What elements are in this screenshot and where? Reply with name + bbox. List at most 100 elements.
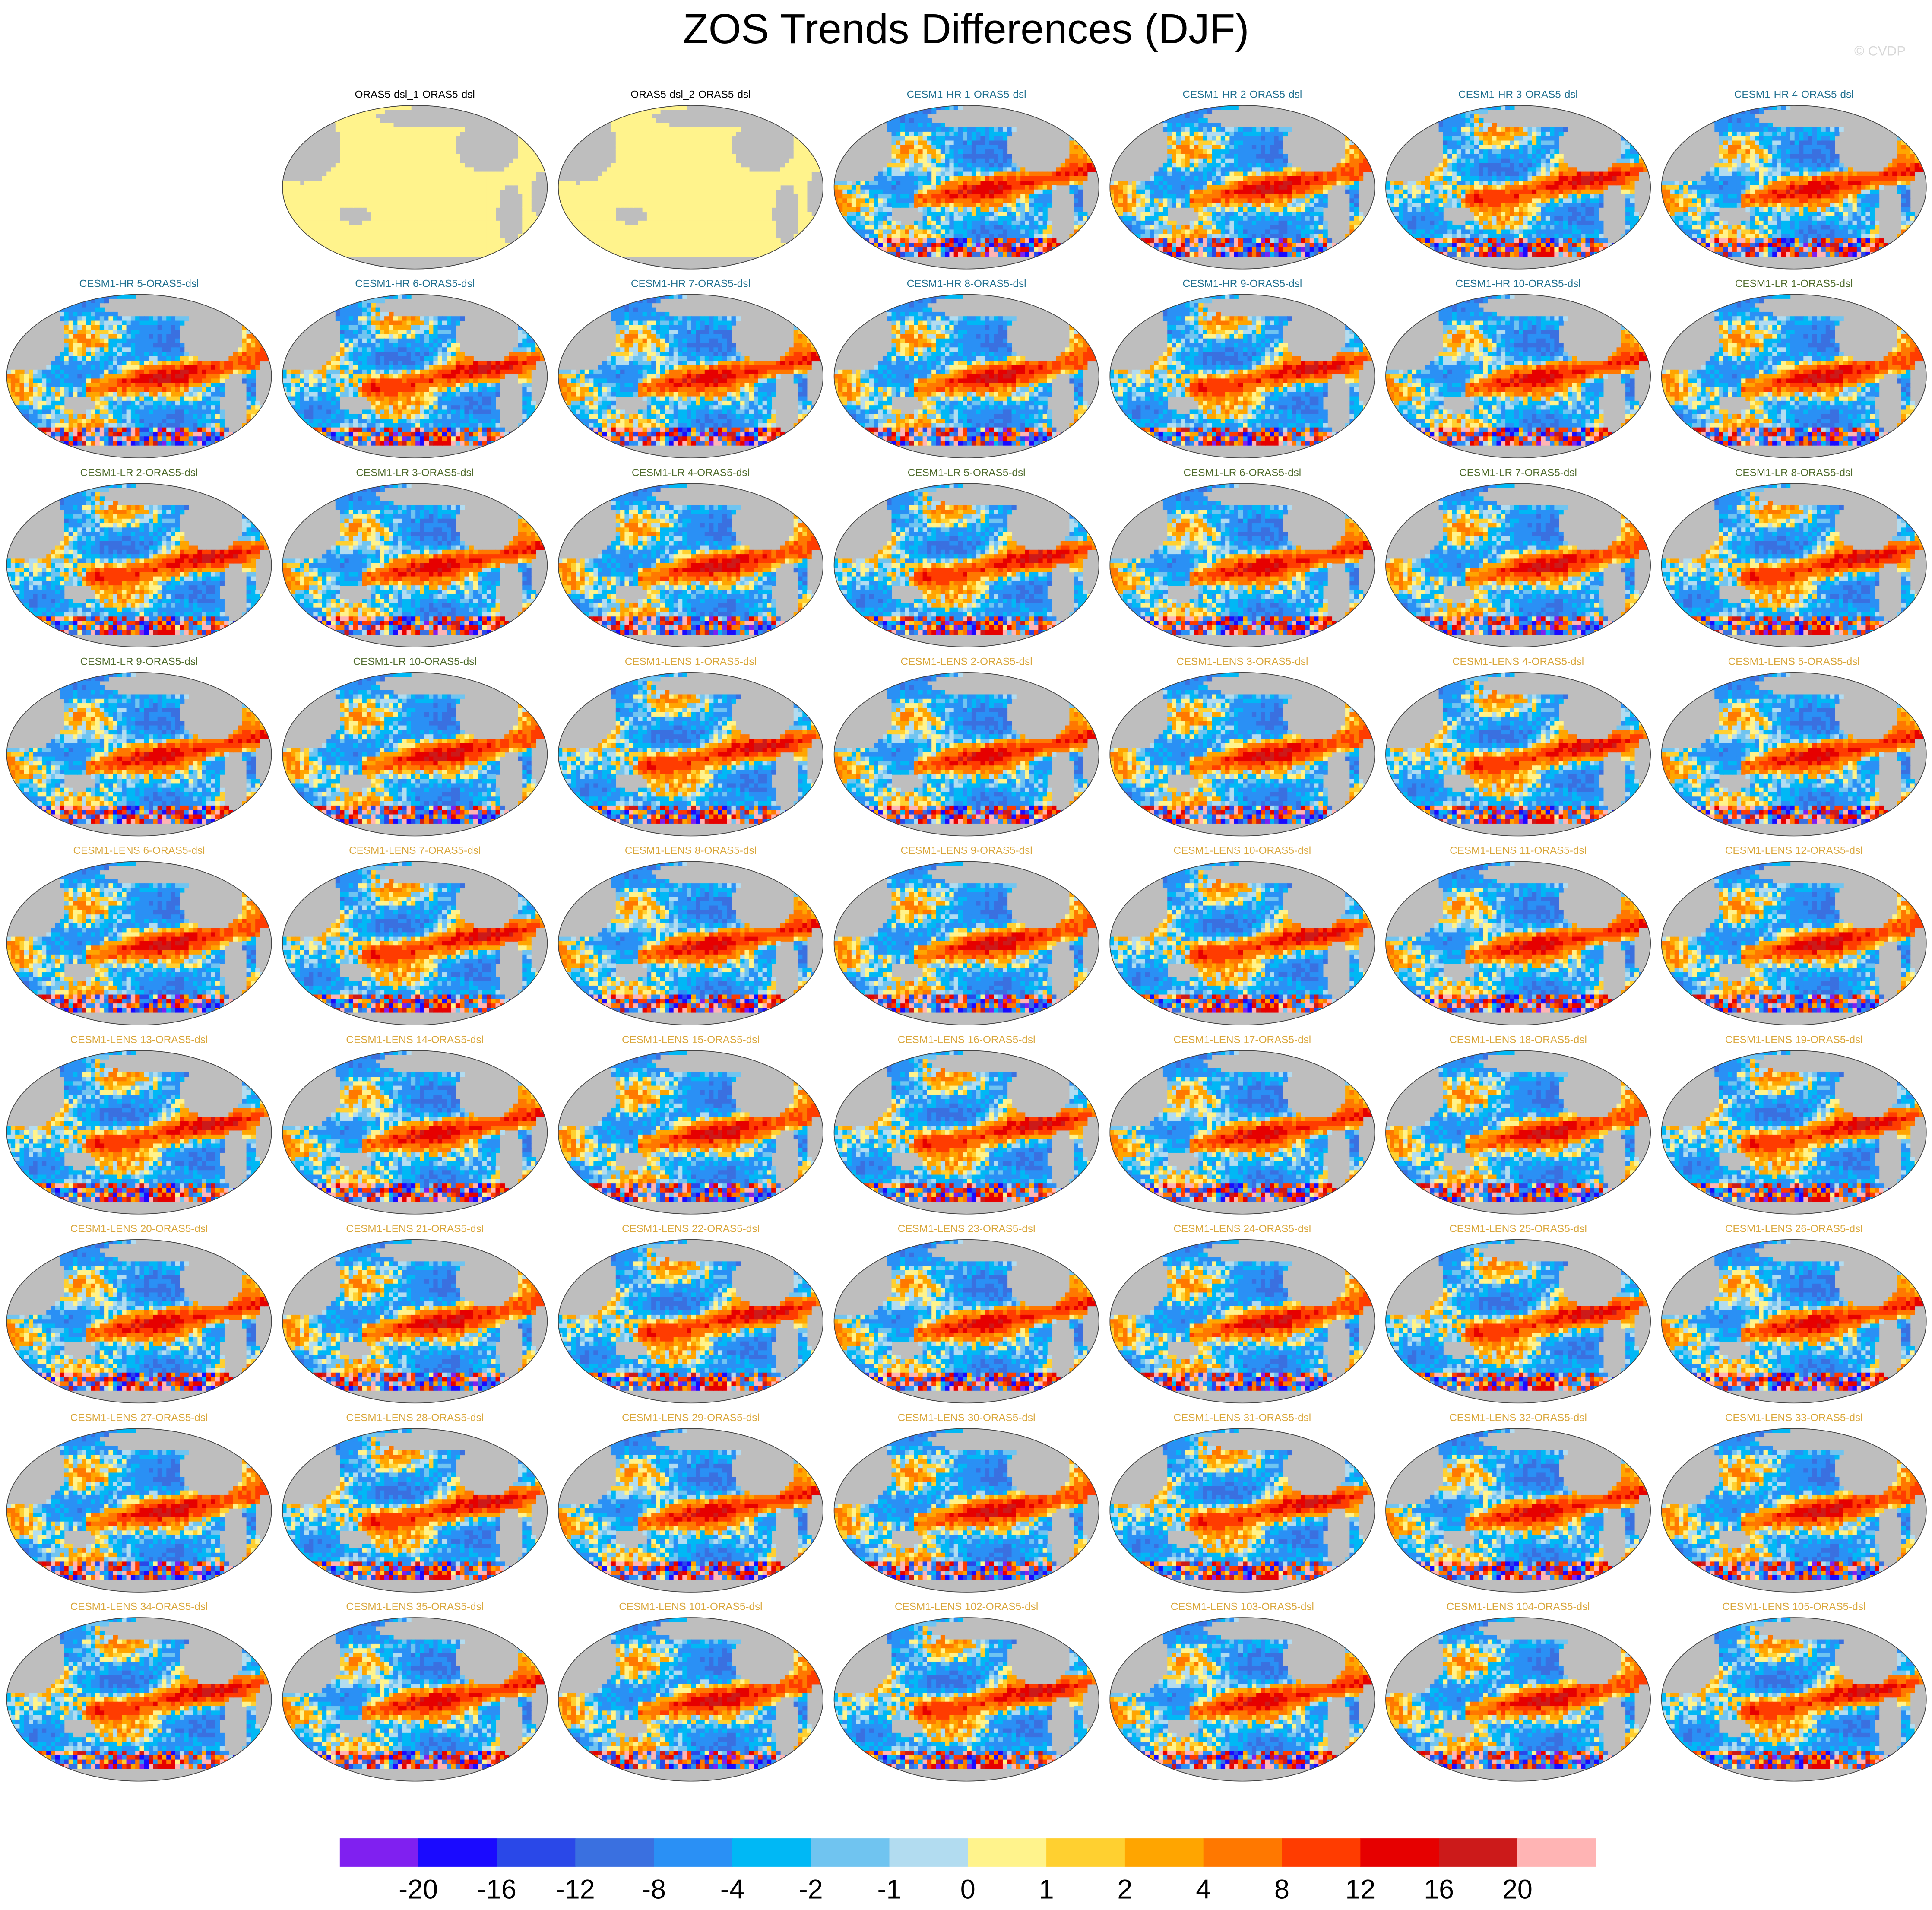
map [282,1050,549,1214]
map [1385,105,1653,269]
map-panel: CESM1-LR 1-ORAS5-dsl [1661,278,1929,458]
colorbar-label: -2 [799,1875,823,1905]
panel-title: CESM1-LENS 26-ORAS5-dsl [1725,1223,1863,1234]
map [834,672,1101,836]
panel-title: CESM1-LENS 18-ORAS5-dsl [1449,1034,1587,1046]
map-panel: CESM1-LR 3-ORAS5-dsl [282,467,549,647]
map [1109,1617,1377,1781]
panel-title: CESM1-LR 2-ORAS5-dsl [80,467,198,479]
panel-title: CESM1-LENS 20-ORAS5-dsl [70,1223,208,1234]
map-panel: CESM1-LENS 27-ORAS5-dsl [6,1412,274,1593]
colorbar-swatch [1046,1838,1125,1867]
map [1385,294,1653,458]
map [1109,672,1377,836]
map [558,1239,825,1403]
panel-title: ORAS5-dsl_2-ORAS5-dsl [630,89,751,101]
panel-title: CESM1-LENS 101-ORAS5-dsl [619,1601,762,1613]
map-panel: CESM1-LENS 12-ORAS5-dsl [1661,845,1929,1025]
map-panel: CESM1-LR 10-ORAS5-dsl [282,656,549,837]
map [1385,861,1653,1025]
colorbar-swatch [339,1838,419,1867]
map-panel: CESM1-HR 1-ORAS5-dsl [834,89,1101,270]
map-panel: CESM1-LENS 11-ORAS5-dsl [1385,845,1653,1025]
colorbar-label: 8 [1274,1875,1289,1905]
panel-title: CESM1-LENS 25-ORAS5-dsl [1449,1223,1587,1234]
colorbar-label: 4 [1196,1875,1211,1905]
panel-title: CESM1-HR 2-ORAS5-dsl [1182,89,1302,101]
map-panel: CESM1-LR 5-ORAS5-dsl [834,467,1101,647]
map [1661,1428,1929,1592]
panel-title: CESM1-LENS 102-ORAS5-dsl [895,1601,1038,1613]
map [6,1428,274,1592]
panel-title: CESM1-LENS 5-ORAS5-dsl [1728,656,1860,668]
map [6,1239,274,1403]
map-panel: CESM1-LENS 20-ORAS5-dsl [6,1223,274,1403]
panel-title: CESM1-LENS 13-ORAS5-dsl [70,1034,208,1046]
colorbar-swatch [1282,1838,1361,1867]
colorbar-swatch [1517,1838,1596,1867]
map-panel: ORAS5-dsl_2-ORAS5-dsl [558,89,825,270]
map-panel: CESM1-LENS 102-ORAS5-dsl [834,1601,1101,1782]
map [1385,1239,1653,1403]
map [834,105,1101,269]
panel-title: CESM1-LR 1-ORAS5-dsl [1735,278,1853,289]
map [834,1239,1101,1403]
colorbar-swatch [811,1838,890,1867]
map [1109,483,1377,647]
colorbar-swatch [1360,1838,1439,1867]
panel-title: CESM1-HR 4-ORAS5-dsl [1734,89,1854,101]
map-panel: CESM1-LENS 25-ORAS5-dsl [1385,1223,1653,1403]
panel-title: CESM1-LENS 4-ORAS5-dsl [1452,656,1584,668]
map-panel: CESM1-LENS 33-ORAS5-dsl [1661,1412,1929,1593]
colorbar-label: -1 [877,1875,902,1905]
map [1661,672,1929,836]
map-panel: CESM1-LENS 29-ORAS5-dsl [558,1412,825,1593]
colorbar-label: -8 [642,1875,666,1905]
map [834,1050,1101,1214]
panel-title: CESM1-LENS 24-ORAS5-dsl [1174,1223,1311,1234]
map-panel: CESM1-LENS 2-ORAS5-dsl [834,656,1101,837]
map [1109,1428,1377,1592]
map [1385,483,1653,647]
colorbar-label: 1 [1039,1875,1054,1905]
colorbar-swatch [418,1838,497,1867]
map [1661,1050,1929,1214]
map-panel: CESM1-HR 6-ORAS5-dsl [282,278,549,458]
map [558,294,825,458]
map [6,483,274,647]
map [6,1617,274,1781]
map [834,1428,1101,1592]
panel-title: CESM1-LENS 22-ORAS5-dsl [622,1223,760,1234]
map [6,294,274,458]
watermark: © CVDP [1854,43,1906,58]
colorbar-label: -12 [556,1875,595,1905]
map-panel: CESM1-LR 7-ORAS5-dsl [1385,467,1653,647]
panel-title: CESM1-LENS 31-ORAS5-dsl [1174,1412,1311,1424]
map-panel: CESM1-LENS 105-ORAS5-dsl [1661,1601,1929,1782]
map-panel: CESM1-LENS 31-ORAS5-dsl [1109,1412,1377,1593]
map-panel: CESM1-LENS 28-ORAS5-dsl [282,1412,549,1593]
map [6,861,274,1025]
panel-title: CESM1-HR 3-ORAS5-dsl [1458,89,1578,101]
map [834,1617,1101,1781]
panel-title: CESM1-LENS 7-ORAS5-dsl [349,845,481,857]
colorbar-label: 20 [1502,1875,1533,1905]
map-panel: CESM1-LENS 15-ORAS5-dsl [558,1034,825,1215]
map [282,861,549,1025]
map-panel: CESM1-LENS 3-ORAS5-dsl [1109,656,1377,837]
panel-title: CESM1-LENS 3-ORAS5-dsl [1176,656,1308,668]
map [282,1428,549,1592]
map-panel: CESM1-LENS 34-ORAS5-dsl [6,1601,274,1782]
map-panel: CESM1-HR 8-ORAS5-dsl [834,278,1101,458]
panel-title: CESM1-LR 8-ORAS5-dsl [1735,467,1853,479]
panel-title: CESM1-LENS 1-ORAS5-dsl [625,656,757,668]
panel-title: CESM1-HR 5-ORAS5-dsl [79,278,199,289]
panel-title: CESM1-LENS 27-ORAS5-dsl [70,1412,208,1424]
map [558,105,825,269]
map [6,672,274,836]
panel-title: CESM1-LENS 8-ORAS5-dsl [625,845,757,857]
colorbar-label: 16 [1424,1875,1454,1905]
map-panel: CESM1-LENS 5-ORAS5-dsl [1661,656,1929,837]
map-panel: CESM1-LR 9-ORAS5-dsl [6,656,274,837]
